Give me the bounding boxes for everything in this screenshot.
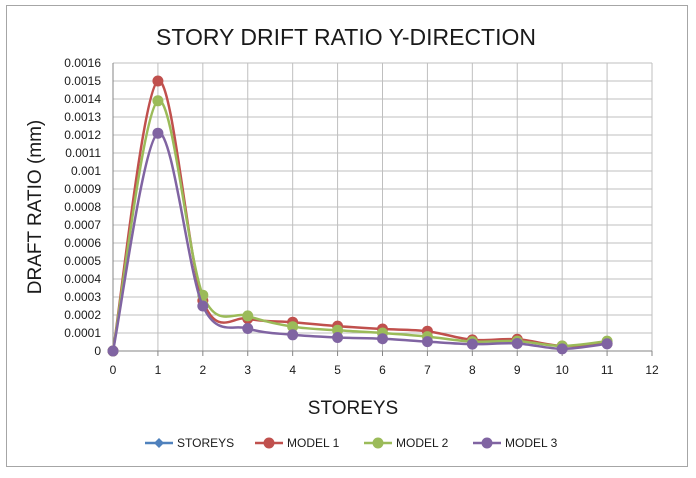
tick-labels: 0 0.0001 0.0002 0.0003 0.0004 0.0005 0.0006 0.0… — [64, 56, 659, 377]
y-tick-label: 0.001 — [71, 164, 101, 178]
x-tick-label: 11 — [601, 363, 614, 377]
x-tick-label: 10 — [555, 363, 569, 377]
data-point-model-3 — [332, 332, 344, 343]
data-point-model-3 — [511, 337, 523, 349]
data-point-model-1 — [152, 75, 164, 87]
legend-label: MODEL 2 — [396, 436, 449, 450]
data-point-model-3 — [107, 345, 119, 357]
legend-label: MODEL 3 — [505, 436, 558, 450]
x-tick-label: 4 — [289, 363, 296, 377]
data-point-model-3 — [466, 338, 478, 350]
y-axis-title: DRAFT RATIO (mm) — [25, 120, 46, 295]
legend-marker — [263, 437, 275, 449]
y-tick-label: 0.0003 — [64, 290, 101, 304]
legend: STOREYS MODEL 1 MODEL 2 MODEL 3 — [145, 436, 558, 450]
y-tick-label: 0.0006 — [64, 236, 101, 250]
y-tick-label: 0.0001 — [64, 326, 101, 340]
y-tick-label: 0.0008 — [64, 200, 101, 214]
data-point-model-3 — [242, 323, 254, 334]
legend-item-model-3: MODEL 3 — [473, 436, 558, 450]
legend-item-storeys: STOREYS — [145, 436, 234, 450]
data-point-model-2 — [152, 95, 164, 107]
data-point-model-2 — [242, 310, 254, 322]
x-axis-title: STOREYS — [308, 398, 398, 419]
x-tick-label: 1 — [155, 363, 162, 377]
data-point-model-3 — [601, 338, 613, 350]
data-point-model-3 — [287, 329, 299, 341]
data-point-model-2 — [287, 321, 299, 333]
series-line-model-2 — [111, 99, 608, 352]
x-tick-label: 9 — [514, 363, 521, 377]
y-tick-label: 0.0016 — [64, 56, 101, 70]
y-tick-label: 0.0005 — [64, 254, 101, 268]
x-tick-label: 6 — [379, 363, 386, 377]
y-tick-label: 0.0004 — [64, 272, 101, 286]
data-point-model-3 — [152, 127, 164, 139]
x-tick-label: 0 — [110, 363, 117, 377]
x-tick-label: 5 — [334, 363, 341, 377]
x-tick-label: 3 — [244, 363, 251, 377]
legend-marker — [481, 437, 493, 449]
gridlines — [112, 62, 653, 352]
x-tick-label: 2 — [199, 363, 206, 377]
series-lines — [107, 75, 613, 357]
y-tick-label: 0.0011 — [65, 146, 101, 160]
series-model-3 — [107, 127, 613, 357]
chart-title: STORY DRIFT RATIO Y-DIRECTION — [156, 24, 536, 50]
chart-frame — [6, 5, 688, 467]
y-tick-label: 0.0002 — [64, 308, 101, 322]
y-tick-label: 0.0014 — [64, 92, 101, 106]
legend-label: STOREYS — [177, 436, 234, 450]
y-tick-label: 0 — [94, 344, 101, 358]
legend-label: MODEL 1 — [287, 436, 340, 450]
legend-item-model-2: MODEL 2 — [364, 436, 449, 450]
y-tick-label: 0.0013 — [64, 110, 101, 124]
y-tick-label: 0.0015 — [64, 74, 101, 88]
x-tick-label: 7 — [424, 363, 431, 377]
data-point-model-3 — [556, 343, 568, 355]
data-point-model-3 — [377, 333, 388, 345]
data-point-model-3 — [197, 300, 209, 312]
y-tick-label: 0.0009 — [64, 182, 101, 196]
series-line-model-3 — [111, 131, 608, 352]
x-tick-label: 12 — [645, 363, 659, 377]
legend-marker — [154, 438, 164, 448]
x-tick-label: 8 — [469, 363, 476, 377]
y-tick-label: 0.0007 — [64, 218, 101, 232]
legend-item-model-1: MODEL 1 — [255, 436, 340, 450]
y-tick-label: 0.0012 — [64, 128, 101, 142]
data-point-model-3 — [421, 336, 433, 348]
legend-marker — [372, 437, 384, 449]
